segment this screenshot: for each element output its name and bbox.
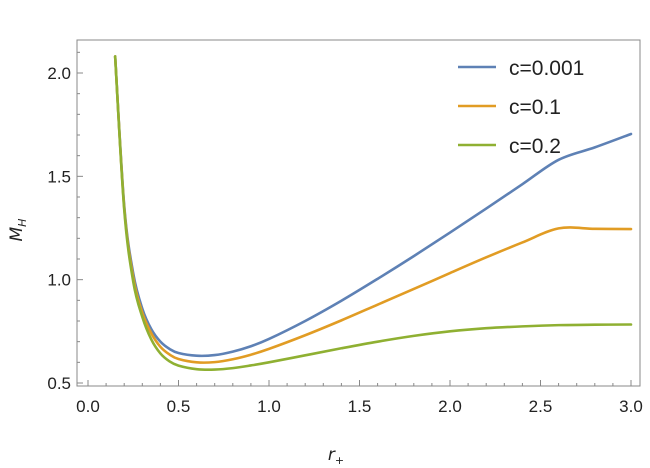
y-tick-label: 2.0 <box>47 64 71 83</box>
x-tick-label: 1.5 <box>348 397 372 416</box>
legend: c=0.001 c=0.1 c=0.2 <box>458 57 584 158</box>
x-tick-label: 2.5 <box>529 397 553 416</box>
y-tick-label: 1.0 <box>47 271 71 290</box>
x-tick-label: 0.5 <box>167 397 191 416</box>
x-tick-label: 0.0 <box>76 397 100 416</box>
plot-frame <box>76 39 641 387</box>
legend-label: c=0.001 <box>509 57 584 80</box>
series-layer <box>113 55 633 371</box>
legend-label: c=0.2 <box>509 135 561 158</box>
y-axis: 0.5 1.0 1.5 2.0 <box>47 51 83 393</box>
x-tick-label: 1.0 <box>257 397 281 416</box>
x-axis: 0.0 0.5 1.0 1.5 2.0 2.5 3.0 <box>76 380 643 416</box>
x-tick-label: 3.0 <box>619 397 643 416</box>
x-axis-title: r+ <box>328 445 344 467</box>
legend-label: c=0.1 <box>509 96 561 119</box>
x-tick-label: 2.0 <box>438 397 462 416</box>
series-line-1 <box>113 55 633 358</box>
y-tick-label: 0.5 <box>47 374 71 393</box>
y-tick-label: 1.5 <box>47 167 71 186</box>
series-line-3 <box>113 55 633 371</box>
y-axis-title: MH <box>7 219 29 242</box>
